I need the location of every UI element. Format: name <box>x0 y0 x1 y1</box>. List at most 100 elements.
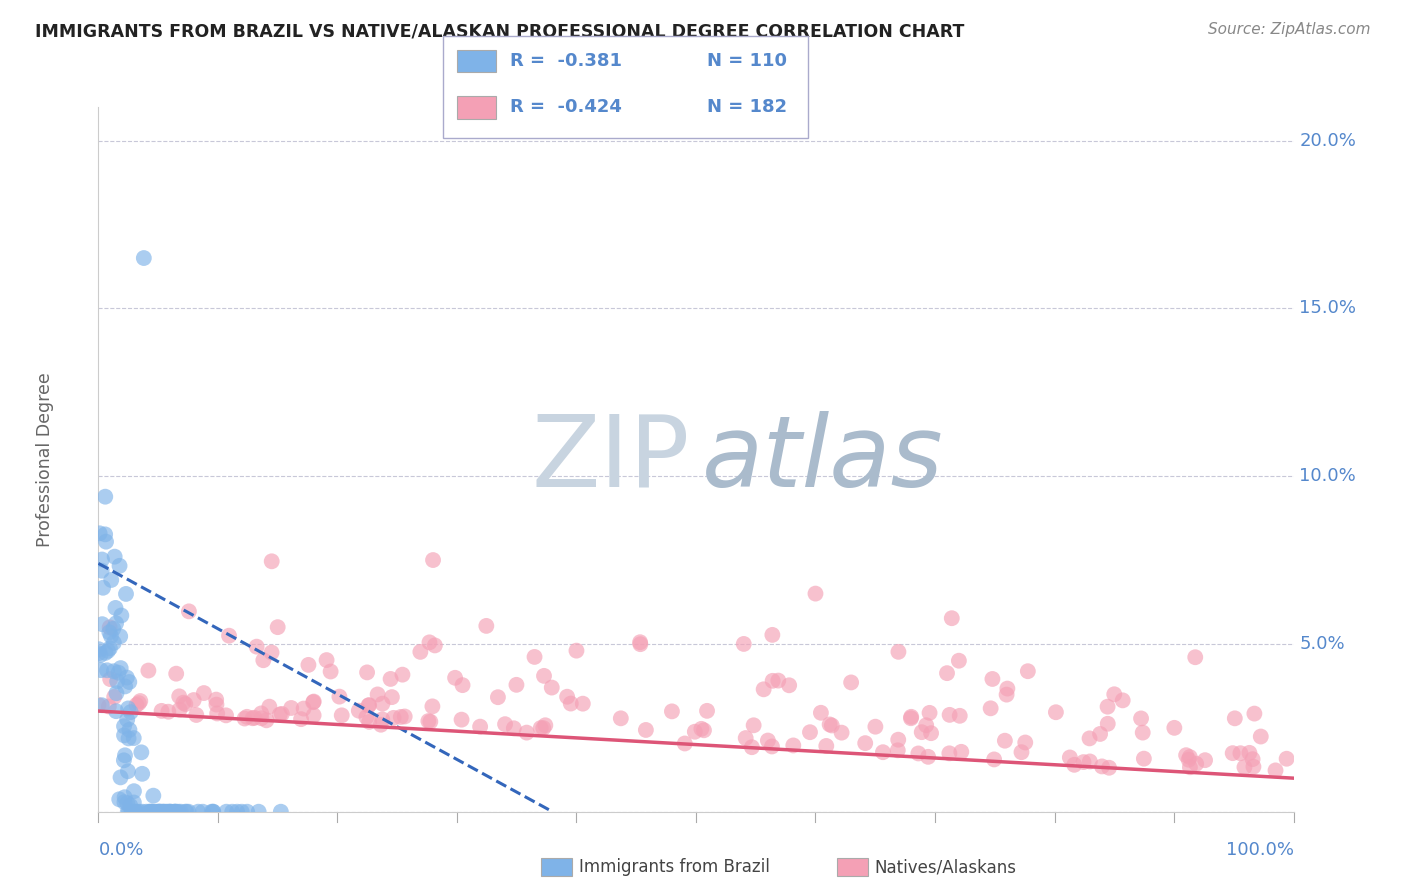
Point <box>124 805 146 819</box>
Point <box>468 720 491 734</box>
Point <box>157 805 180 819</box>
Point <box>948 654 970 668</box>
Point <box>270 706 292 721</box>
Point <box>114 680 136 694</box>
Point <box>201 805 224 819</box>
Point <box>628 635 651 649</box>
Point <box>236 805 259 819</box>
Point <box>752 682 775 697</box>
Point <box>108 629 131 643</box>
Point <box>103 665 125 679</box>
Point <box>911 725 934 739</box>
Point <box>1112 693 1135 707</box>
Point <box>1241 752 1264 766</box>
Point <box>90 663 112 677</box>
Point <box>94 490 117 504</box>
Point <box>1014 735 1036 749</box>
Point <box>475 619 498 633</box>
Point <box>505 678 527 692</box>
Point <box>270 805 292 819</box>
Text: N = 110: N = 110 <box>707 52 787 70</box>
Point <box>139 805 162 819</box>
Point <box>269 707 291 722</box>
Point <box>534 718 557 732</box>
Point <box>163 805 186 819</box>
Point <box>419 714 441 729</box>
Point <box>89 526 111 541</box>
Point <box>516 725 538 739</box>
Point <box>202 805 225 819</box>
Point <box>290 712 312 726</box>
Point <box>159 805 181 819</box>
Point <box>900 711 922 725</box>
Point <box>1178 750 1201 764</box>
Point <box>768 673 790 688</box>
Point <box>90 564 112 578</box>
Point <box>110 661 132 675</box>
Point <box>150 704 173 718</box>
Point <box>1088 727 1111 741</box>
Point <box>1091 759 1114 773</box>
Point <box>115 671 138 685</box>
Point <box>782 739 804 753</box>
Point <box>380 672 402 686</box>
Point <box>98 620 121 634</box>
Point <box>1185 756 1208 771</box>
Point <box>560 697 582 711</box>
Point <box>1229 746 1251 760</box>
Point <box>103 690 125 704</box>
Point <box>1078 731 1101 746</box>
Point <box>1222 746 1244 760</box>
Point <box>267 620 290 634</box>
Point <box>110 770 132 784</box>
Point <box>831 725 853 739</box>
Point <box>170 805 193 819</box>
Point <box>167 805 190 819</box>
Point <box>950 745 973 759</box>
Point <box>1097 699 1119 714</box>
Point <box>887 743 910 757</box>
Point <box>1184 650 1206 665</box>
Point <box>734 731 756 745</box>
Point <box>250 706 273 721</box>
Point <box>1078 755 1101 769</box>
Point <box>114 748 136 763</box>
Point <box>117 796 139 810</box>
Text: Source: ZipAtlas.com: Source: ZipAtlas.com <box>1208 22 1371 37</box>
Point <box>118 805 141 819</box>
Point <box>1098 761 1121 775</box>
Point <box>163 805 186 819</box>
Point <box>97 699 120 714</box>
Point <box>107 665 129 680</box>
Point <box>94 646 117 660</box>
Point <box>1132 725 1154 739</box>
Point <box>328 690 350 704</box>
Point <box>108 792 131 806</box>
Point <box>1178 760 1201 774</box>
Point <box>853 736 876 750</box>
Point <box>915 718 938 732</box>
Text: 15.0%: 15.0% <box>1299 300 1357 318</box>
Point <box>98 641 121 656</box>
Point <box>221 805 243 819</box>
Point <box>191 805 214 819</box>
Point <box>1017 664 1039 678</box>
Point <box>1194 753 1216 767</box>
Point <box>818 717 841 731</box>
Point <box>347 704 370 718</box>
Point <box>673 736 696 750</box>
Point <box>112 719 135 733</box>
Text: 20.0%: 20.0% <box>1299 132 1357 150</box>
Point <box>87 698 110 712</box>
Point <box>1011 745 1033 759</box>
Point <box>1175 748 1198 763</box>
Point <box>422 553 444 567</box>
Point <box>104 601 127 615</box>
Point <box>1104 687 1126 701</box>
Point <box>96 663 118 677</box>
Point <box>215 708 238 723</box>
Text: R =  -0.424: R = -0.424 <box>510 98 623 116</box>
Point <box>799 725 821 739</box>
Point <box>610 711 633 725</box>
Point <box>1073 755 1095 769</box>
